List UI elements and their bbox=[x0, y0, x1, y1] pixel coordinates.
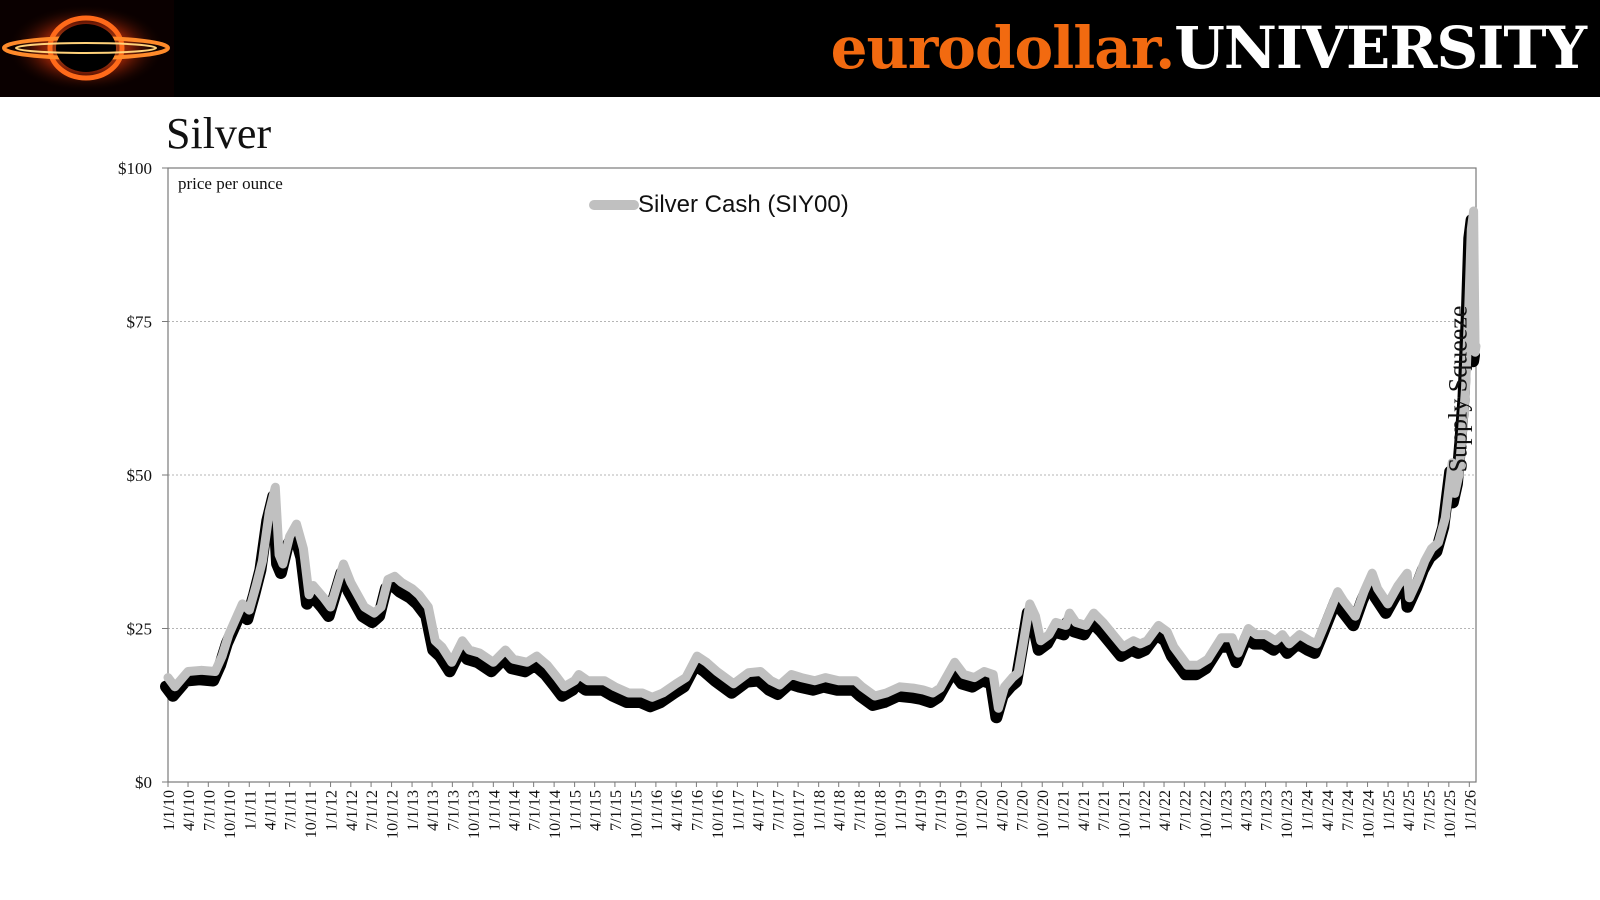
x-axis-tick-labels: 1/1/10 4/1/10 7/1/10 10/1/10 1/1/11 4/1/11 7/1… bbox=[161, 782, 1479, 839]
x-tick-label: 4/1/14 bbox=[506, 790, 523, 831]
x-tick-label: 4/1/19 bbox=[913, 790, 930, 831]
y-tick-label: $75 bbox=[127, 313, 153, 332]
x-tick-label: 7/1/19 bbox=[933, 790, 950, 831]
brand-part-university: UNIVERSITY bbox=[1174, 14, 1587, 82]
x-tick-label: 1/1/25 bbox=[1381, 790, 1398, 831]
x-tick-label: 10/1/11 bbox=[303, 790, 320, 838]
page-title: Silver bbox=[166, 109, 272, 158]
x-tick-label: 7/1/20 bbox=[1015, 790, 1032, 831]
x-tick-label: 4/1/16 bbox=[669, 790, 686, 831]
x-tick-label: 1/1/24 bbox=[1300, 790, 1317, 831]
x-tick-label: 10/1/24 bbox=[1361, 790, 1378, 839]
x-tick-label: 4/1/10 bbox=[181, 790, 198, 831]
x-tick-label: 10/1/14 bbox=[547, 790, 564, 839]
x-tick-label: 4/1/24 bbox=[1320, 790, 1337, 831]
x-tick-label: 7/1/21 bbox=[1096, 790, 1113, 831]
x-tick-label: 4/1/12 bbox=[344, 790, 361, 831]
y-tick-label: $100 bbox=[118, 159, 152, 178]
x-tick-label: 7/1/15 bbox=[608, 790, 625, 831]
x-tick-label: 1/1/23 bbox=[1218, 790, 1235, 831]
x-tick-label: 7/1/11 bbox=[283, 790, 300, 830]
x-tick-label: 10/1/15 bbox=[628, 790, 645, 839]
x-tick-label: 10/1/25 bbox=[1442, 790, 1459, 839]
x-tick-label: 7/1/18 bbox=[852, 790, 869, 831]
x-tick-label: 10/1/19 bbox=[954, 790, 971, 839]
x-tick-label: 10/1/10 bbox=[222, 790, 239, 839]
x-tick-label: 7/1/14 bbox=[527, 790, 544, 831]
series-line-silver-cash bbox=[163, 206, 1481, 713]
y-tick-label: $50 bbox=[127, 466, 153, 485]
y-tick-label: $25 bbox=[127, 620, 153, 639]
x-tick-label: 10/1/12 bbox=[385, 790, 402, 839]
x-tick-label: 1/1/15 bbox=[568, 790, 585, 831]
x-tick-label: 4/1/13 bbox=[425, 790, 442, 831]
x-tick-label: 1/1/18 bbox=[812, 790, 829, 831]
x-tick-label: 1/1/26 bbox=[1462, 790, 1479, 831]
x-tick-label: 10/1/18 bbox=[872, 790, 889, 839]
annotation-supply-squeeze: Supply Squeeze bbox=[1444, 306, 1473, 473]
x-tick-label: 10/1/17 bbox=[791, 790, 808, 839]
x-tick-label: 7/1/24 bbox=[1340, 790, 1357, 831]
x-tick-label: 7/1/10 bbox=[201, 790, 218, 831]
x-tick-label: 4/1/21 bbox=[1076, 790, 1093, 831]
brand-part-eurodollar: eurodollar. bbox=[830, 14, 1176, 82]
x-tick-label: 1/1/22 bbox=[1137, 790, 1154, 831]
x-tick-label: 4/1/11 bbox=[262, 790, 279, 830]
y-axis-tick-labels: $0 $25 $50 $75 $100 bbox=[118, 159, 168, 792]
x-tick-label: 4/1/22 bbox=[1157, 790, 1174, 831]
gridlines bbox=[168, 321, 1476, 629]
x-tick-label: 4/1/17 bbox=[750, 790, 767, 831]
header-bar: eurodollar.UNIVERSITY bbox=[0, 0, 1600, 97]
legend-label-silver-cash: Silver Cash (SIY00) bbox=[638, 191, 849, 218]
x-tick-label: 1/1/20 bbox=[974, 790, 991, 831]
x-tick-label: 7/1/17 bbox=[771, 790, 788, 831]
x-tick-label: 4/1/23 bbox=[1238, 790, 1255, 831]
x-tick-label: 10/1/23 bbox=[1279, 790, 1296, 839]
x-tick-label: 1/1/17 bbox=[730, 790, 747, 831]
x-tick-label: 1/1/14 bbox=[486, 790, 503, 831]
x-tick-label: 10/1/13 bbox=[466, 790, 483, 839]
x-tick-label: 7/1/23 bbox=[1259, 790, 1276, 831]
brand-wordmark: eurodollar.UNIVERSITY bbox=[830, 8, 1587, 88]
x-tick-label: 1/1/12 bbox=[324, 790, 341, 831]
black-hole-logo-icon bbox=[0, 0, 174, 97]
x-tick-label: 10/1/22 bbox=[1198, 790, 1215, 839]
x-tick-label: 1/1/10 bbox=[161, 790, 178, 831]
x-tick-label: 7/1/25 bbox=[1421, 790, 1438, 831]
x-tick-label: 10/1/21 bbox=[1117, 790, 1134, 839]
x-tick-label: 7/1/22 bbox=[1177, 790, 1194, 831]
y-tick-label: $0 bbox=[135, 773, 152, 792]
x-tick-label: 4/1/25 bbox=[1401, 790, 1418, 831]
x-tick-label: 7/1/12 bbox=[364, 790, 381, 831]
x-tick-label: 7/1/13 bbox=[445, 790, 462, 831]
x-tick-label: 4/1/18 bbox=[832, 790, 849, 831]
x-tick-label: 1/1/16 bbox=[649, 790, 666, 831]
x-tick-label: 1/1/19 bbox=[893, 790, 910, 831]
x-tick-label: 4/1/20 bbox=[994, 790, 1011, 831]
x-tick-label: 10/1/20 bbox=[1035, 790, 1052, 839]
y-axis-label: price per ounce bbox=[178, 174, 283, 193]
x-tick-label: 1/1/13 bbox=[405, 790, 422, 831]
x-tick-label: 10/1/16 bbox=[710, 790, 727, 839]
x-tick-label: 7/1/16 bbox=[689, 790, 706, 831]
x-tick-label: 4/1/15 bbox=[588, 790, 605, 831]
legend: Silver Cash (SIY00) bbox=[589, 191, 849, 218]
x-tick-label: 1/1/11 bbox=[242, 790, 259, 830]
x-tick-label: 1/1/21 bbox=[1056, 790, 1073, 831]
